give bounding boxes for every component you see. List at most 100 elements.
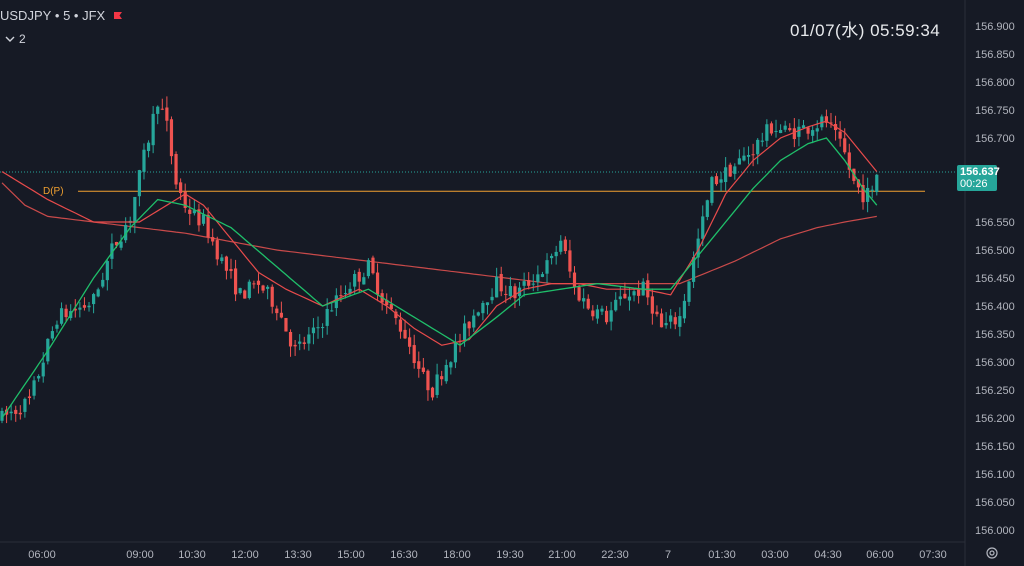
candle-body [78, 307, 82, 310]
candle-body [476, 312, 480, 316]
price-tick-label: 156.350 [975, 329, 1015, 341]
candle-body [508, 285, 512, 297]
candle-body [779, 129, 783, 134]
time-tick-label: 16:30 [390, 549, 418, 561]
indicator-toggle[interactable]: 2 [0, 32, 26, 46]
candle-body [142, 149, 146, 172]
symbol-header[interactable]: USDJPY • 5 • JFX [0, 8, 123, 23]
candle-body [179, 182, 183, 194]
candle-body [586, 298, 590, 309]
candle-body [527, 280, 531, 286]
candle-body [229, 268, 233, 272]
candle-body [797, 126, 801, 137]
candle-body [774, 130, 778, 132]
candle-body [568, 250, 572, 272]
candle-body [572, 272, 577, 288]
candle-body [513, 286, 517, 299]
candle-body [815, 128, 819, 132]
candle-body [691, 257, 696, 282]
candle-body [522, 281, 526, 286]
candle-body [417, 361, 421, 369]
candle-body [481, 303, 485, 314]
candle-body [490, 296, 494, 301]
candle-body [110, 243, 114, 259]
candle-body [495, 276, 499, 298]
price-axis[interactable]: 156.900 156.850 156.800 156.750 156.700 156.5… [975, 21, 1015, 537]
price-tick-label: 156.800 [975, 77, 1015, 89]
candle-body [756, 139, 760, 155]
candle-body [577, 287, 581, 301]
price-tick-label: 156.900 [975, 21, 1015, 33]
candle-body [96, 289, 100, 297]
time-tick-label: 12:00 [231, 549, 259, 561]
candle-body [375, 272, 380, 295]
candle-body [669, 315, 673, 322]
candle-body [366, 260, 370, 277]
symbol-name[interactable]: USDJPY [0, 8, 52, 23]
candle-body [724, 167, 728, 183]
time-tick-label: 15:00 [337, 549, 365, 561]
candle-body [362, 277, 366, 285]
candle-body [284, 318, 288, 332]
candle-body [119, 241, 123, 248]
candle-body [9, 411, 13, 414]
separator: • [51, 8, 64, 23]
candle-body [595, 309, 599, 319]
candle-body [385, 299, 389, 306]
candle-body [256, 280, 261, 285]
candle-body [64, 308, 68, 318]
time-axis[interactable]: 06:00 09:00 10:30 12:00 13:30 15:00 16:30 18:00… [28, 549, 947, 561]
candle-body [811, 130, 815, 136]
candle-body [151, 113, 155, 146]
price-tick-label: 156.000 [975, 525, 1015, 537]
candle-body [540, 274, 545, 277]
candle-body [710, 177, 714, 203]
candle-body [618, 296, 622, 300]
candle-body [856, 179, 861, 188]
candle-body [788, 128, 792, 131]
candle-body [188, 209, 192, 214]
candle-body [279, 312, 283, 318]
candle-body [650, 296, 654, 314]
candle-body [559, 240, 563, 252]
time-tick-label: 06:00 [28, 549, 56, 561]
price-tick-label: 156.850 [975, 49, 1015, 61]
candle-body [220, 257, 224, 262]
candle-body [224, 256, 229, 271]
candle-body [55, 324, 59, 329]
candle-body [609, 310, 613, 322]
candle-body [801, 125, 806, 129]
time-tick-label: 22:30 [601, 549, 629, 561]
settings-icon[interactable] [985, 546, 999, 560]
candle-body [746, 154, 751, 157]
candle-body [275, 308, 279, 314]
candle-body [682, 300, 687, 319]
candle-body [728, 164, 732, 177]
candle-body [659, 313, 664, 328]
candle-body [243, 290, 247, 299]
flag-icon[interactable] [113, 11, 123, 21]
candle-body [215, 240, 219, 260]
candle-body [87, 305, 91, 308]
candle-body [696, 238, 700, 258]
candle-body [737, 158, 741, 165]
candle-body [563, 239, 567, 252]
candle-body [156, 106, 160, 114]
candle-body [59, 308, 64, 324]
candle-body [298, 341, 302, 344]
candle-body [440, 376, 444, 380]
indicator-count: 2 [19, 32, 26, 46]
separator: • [70, 8, 83, 23]
price-tick-label: 156.300 [975, 357, 1015, 369]
ma-slow-line [1, 137, 878, 419]
candle-body [623, 293, 627, 299]
candle-body [293, 344, 297, 347]
interval-label[interactable]: 5 [63, 8, 71, 23]
candle-body [829, 122, 833, 124]
chevron-down-icon[interactable] [4, 34, 16, 44]
time-tick-label: 7 [665, 549, 671, 561]
candle-body [453, 341, 458, 363]
candle-body [408, 337, 412, 347]
candle-body [733, 166, 737, 174]
